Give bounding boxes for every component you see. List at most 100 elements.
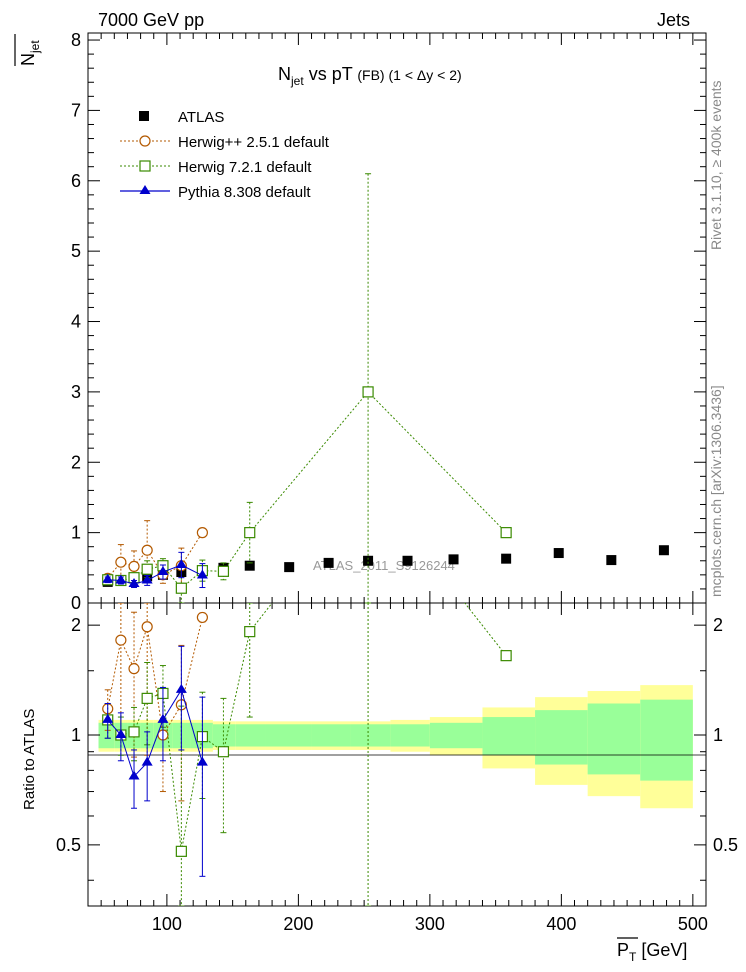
main-point (102, 573, 114, 583)
ratio-series-pythia-8-308-default (102, 645, 208, 877)
ratio-stat-band (350, 724, 391, 747)
main-point (157, 566, 169, 576)
ratio-stat-band (311, 724, 351, 747)
legend-label-pythia: Pythia 8.308 default (178, 184, 311, 201)
legend-label-herwigpp: Herwig++ 2.5.1 default (178, 134, 330, 151)
main-point (217, 565, 230, 577)
rivet-side-label: Rivet 3.1.10, ≥ 400k events (708, 80, 724, 250)
ratio-point (141, 756, 153, 766)
ratio-ytick-label: 2 (71, 615, 81, 635)
legend-marker-herwig7 (139, 160, 151, 172)
main-point (196, 527, 208, 539)
ratio-point (141, 621, 153, 633)
xtick-label: 300 (415, 914, 445, 934)
ratio-stat-band (390, 724, 430, 747)
main-connector (367, 391, 507, 533)
ratio-connector (249, 603, 273, 632)
ratio-ytick-label: 1 (71, 725, 81, 745)
ratio-y-ticks: 0.5 0.5 1 1 2 2 (56, 615, 738, 881)
ratio-point (196, 756, 208, 766)
ratio-connector (180, 689, 203, 763)
plot-title: Njet vs pT (FB) (1 < Δy < 2) (278, 64, 462, 88)
xtick-label: 400 (546, 914, 576, 934)
main-point (128, 578, 140, 587)
ratio-connector (222, 631, 251, 752)
ratio-point (175, 845, 187, 857)
main-ylabel: Njet (14, 34, 42, 66)
ratio-stat-band (482, 717, 536, 756)
ratio-point (115, 729, 127, 739)
main-point (501, 553, 512, 564)
main-point (175, 559, 187, 568)
ratio-stat-band (429, 722, 483, 749)
ratio-series-group (102, 603, 512, 906)
xlabel-unit: [GeV] (636, 940, 687, 960)
ratio-ylabel: Ratio to ATLAS (21, 709, 38, 810)
main-point (658, 545, 669, 556)
ratio-ytick-label: 0.5 (56, 835, 81, 855)
header-right-label: Jets (657, 10, 690, 30)
analysis-watermark: ATLAS_2011_S9126244 (313, 558, 455, 573)
legend-marker-pythia (139, 185, 151, 194)
main-point (606, 555, 617, 566)
main-series-pythia-8-308-default (102, 551, 208, 589)
ratio-point (102, 713, 114, 723)
main-point (448, 554, 459, 565)
ratio-connector (133, 626, 148, 669)
main-connector (249, 391, 369, 533)
main-ytick-label: 0 (71, 593, 81, 613)
ratio-stat-band (265, 724, 312, 747)
ratio-ytick-label-right: 2 (713, 615, 723, 635)
ratio-point (244, 626, 256, 638)
title-n: N (278, 64, 291, 84)
ratio-point (196, 611, 208, 624)
ratio-connector (162, 693, 182, 852)
main-y-ticks: 0 1 2 3 4 5 6 7 8 (71, 30, 706, 613)
mcplots-side-label: mcplots.cern.ch [arXiv:1306.3436] (708, 385, 724, 597)
ratio-plot-frame (87, 602, 707, 907)
main-point (175, 582, 187, 594)
ratio-point (141, 692, 153, 704)
main-series-herwig-7-2-1-default (102, 173, 512, 603)
legend-label-herwig7: Herwig 7.2.1 default (178, 159, 312, 176)
ratio-point (128, 770, 140, 780)
legend-marker-atlas (139, 111, 149, 121)
main-point (363, 555, 374, 566)
header-left-label: 7000 GeV pp (98, 10, 204, 30)
main-ytick-label: 6 (71, 171, 81, 191)
legend: ATLAS Herwig++ 2.5.1 default Herwig 7.2.… (120, 109, 330, 201)
ratio-connector (180, 617, 203, 705)
main-ytick-label: 2 (71, 452, 81, 472)
main-point (196, 569, 208, 579)
ratio-series-herwig-7-2-1-default (102, 603, 512, 906)
main-point (244, 560, 255, 571)
main-series-herwig-2-5-1-default (102, 520, 208, 584)
main-point (141, 563, 153, 575)
main-point (553, 548, 564, 559)
ratio-ytick-label-right: 1 (713, 725, 723, 745)
ratio-point (175, 683, 187, 693)
ratio-point (128, 663, 140, 675)
xtick-label: 100 (152, 914, 182, 934)
ratio-stat-band (212, 724, 236, 747)
main-point (141, 544, 153, 556)
ratio-connector (107, 640, 122, 709)
ratio-stat-band (640, 699, 693, 781)
main-ytick-label: 3 (71, 382, 81, 402)
main-point (115, 574, 127, 584)
title-rest: vs pT (304, 64, 358, 84)
ratio-point (115, 634, 127, 646)
xtick-label: 500 (678, 914, 708, 934)
ratio-connector (162, 689, 182, 721)
ratio-point (157, 713, 169, 723)
xlabel-sub: T (629, 950, 637, 964)
x-ticks: 100 200 300 400 500 (100, 33, 708, 934)
ratio-point (500, 650, 512, 662)
main-point (244, 527, 256, 539)
title-sub: jet (290, 74, 304, 88)
xlabel-p: P (617, 940, 629, 960)
ratio-stat-band (98, 722, 115, 749)
ratio-stat-band (235, 724, 266, 747)
main-point (115, 556, 127, 568)
